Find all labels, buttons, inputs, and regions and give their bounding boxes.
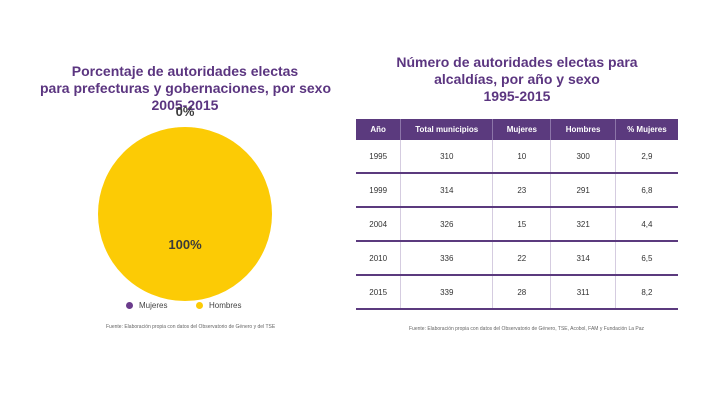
- table-cell-ano: 2004: [356, 207, 402, 242]
- table-title-line: Número de autoridades electas para: [396, 54, 638, 70]
- table-cell-ano: 1999: [356, 173, 402, 208]
- table-title: Número de autoridades electas para alcal…: [358, 54, 676, 105]
- table-cell-total: 339: [400, 275, 494, 310]
- table-source-note: Fuente: Elaboración propia con datos del…: [409, 326, 645, 332]
- column-header-total: Total municipios: [400, 119, 494, 140]
- table-row: 2010 336 22 314 6,5: [356, 241, 678, 276]
- table-cell-pct-mujeres: 4,4: [615, 207, 678, 242]
- table-cell-pct-mujeres: 8,2: [615, 275, 678, 310]
- table-row: 2004 326 15 321 4,4: [356, 207, 678, 242]
- table-cell-total: 336: [400, 241, 494, 276]
- legend-label-hombres: Hombres: [209, 301, 242, 310]
- column-header-pct-mujeres: % Mujeres: [615, 119, 678, 140]
- pie-chart-title: Porcentaje de autoridades electas para p…: [40, 63, 331, 114]
- pie-title-line: Porcentaje de autoridades electas: [71, 63, 299, 79]
- pie-title-line: 2005-2015: [151, 97, 219, 113]
- legend-swatch-hombres: [196, 302, 203, 309]
- pie-title-line: para prefecturas y gobernaciones, por se…: [40, 80, 331, 96]
- table-row: 2015 339 28 311 8,2: [356, 275, 678, 310]
- table-row: 1999 314 23 291 6,8: [356, 173, 678, 208]
- column-header-ano: Año: [356, 119, 402, 140]
- table-cell-pct-mujeres: 6,5: [615, 241, 678, 276]
- table-title-line: alcaldías, por año y sexo: [434, 71, 600, 87]
- legend-item-mujeres: Mujeres: [126, 301, 167, 310]
- pie-source-note: Fuente: Elaboración propia con datos del…: [106, 324, 276, 330]
- table-cell-hombres: 300: [550, 140, 616, 174]
- table-row: 1995 310 10 300 2,9: [356, 140, 678, 174]
- table-cell-hombres: 311: [550, 275, 616, 310]
- table-cell-hombres: 314: [550, 241, 616, 276]
- data-label-hombres: 100%: [168, 237, 202, 252]
- table-cell-hombres: 291: [550, 173, 616, 208]
- table-cell-total: 314: [400, 173, 494, 208]
- column-header-hombres: Hombres: [550, 119, 616, 140]
- table-cell-hombres: 321: [550, 207, 616, 242]
- table-cell-total: 326: [400, 207, 494, 242]
- pie-chart: 0% 100%: [98, 104, 272, 301]
- table-cell-ano: 2010: [356, 241, 402, 276]
- legend-swatch-mujeres: [126, 302, 133, 309]
- table-header-row: Año Total municipios Mujeres Hombres % M…: [356, 119, 678, 140]
- table-cell-pct-mujeres: 6,8: [615, 173, 678, 208]
- data-label-mujeres: 0%: [176, 104, 195, 119]
- legend-item-hombres: Hombres: [196, 301, 241, 310]
- table-cell-total: 310: [400, 140, 494, 174]
- table-cell-mujeres: 10: [492, 140, 552, 174]
- legend-label-mujeres: Mujeres: [139, 301, 168, 310]
- pie-slice-hombres: [98, 127, 272, 301]
- table-cell-mujeres: 23: [492, 173, 552, 208]
- column-header-mujeres: Mujeres: [492, 119, 552, 140]
- data-table: Año Total municipios Mujeres Hombres % M…: [356, 119, 678, 310]
- table-cell-ano: 2015: [356, 275, 402, 310]
- table-cell-mujeres: 22: [492, 241, 552, 276]
- table-cell-mujeres: 28: [492, 275, 552, 310]
- table-cell-pct-mujeres: 2,9: [615, 140, 678, 174]
- table-cell-mujeres: 15: [492, 207, 552, 242]
- table-cell-ano: 1995: [356, 140, 402, 174]
- table-title-line: 1995-2015: [483, 88, 551, 104]
